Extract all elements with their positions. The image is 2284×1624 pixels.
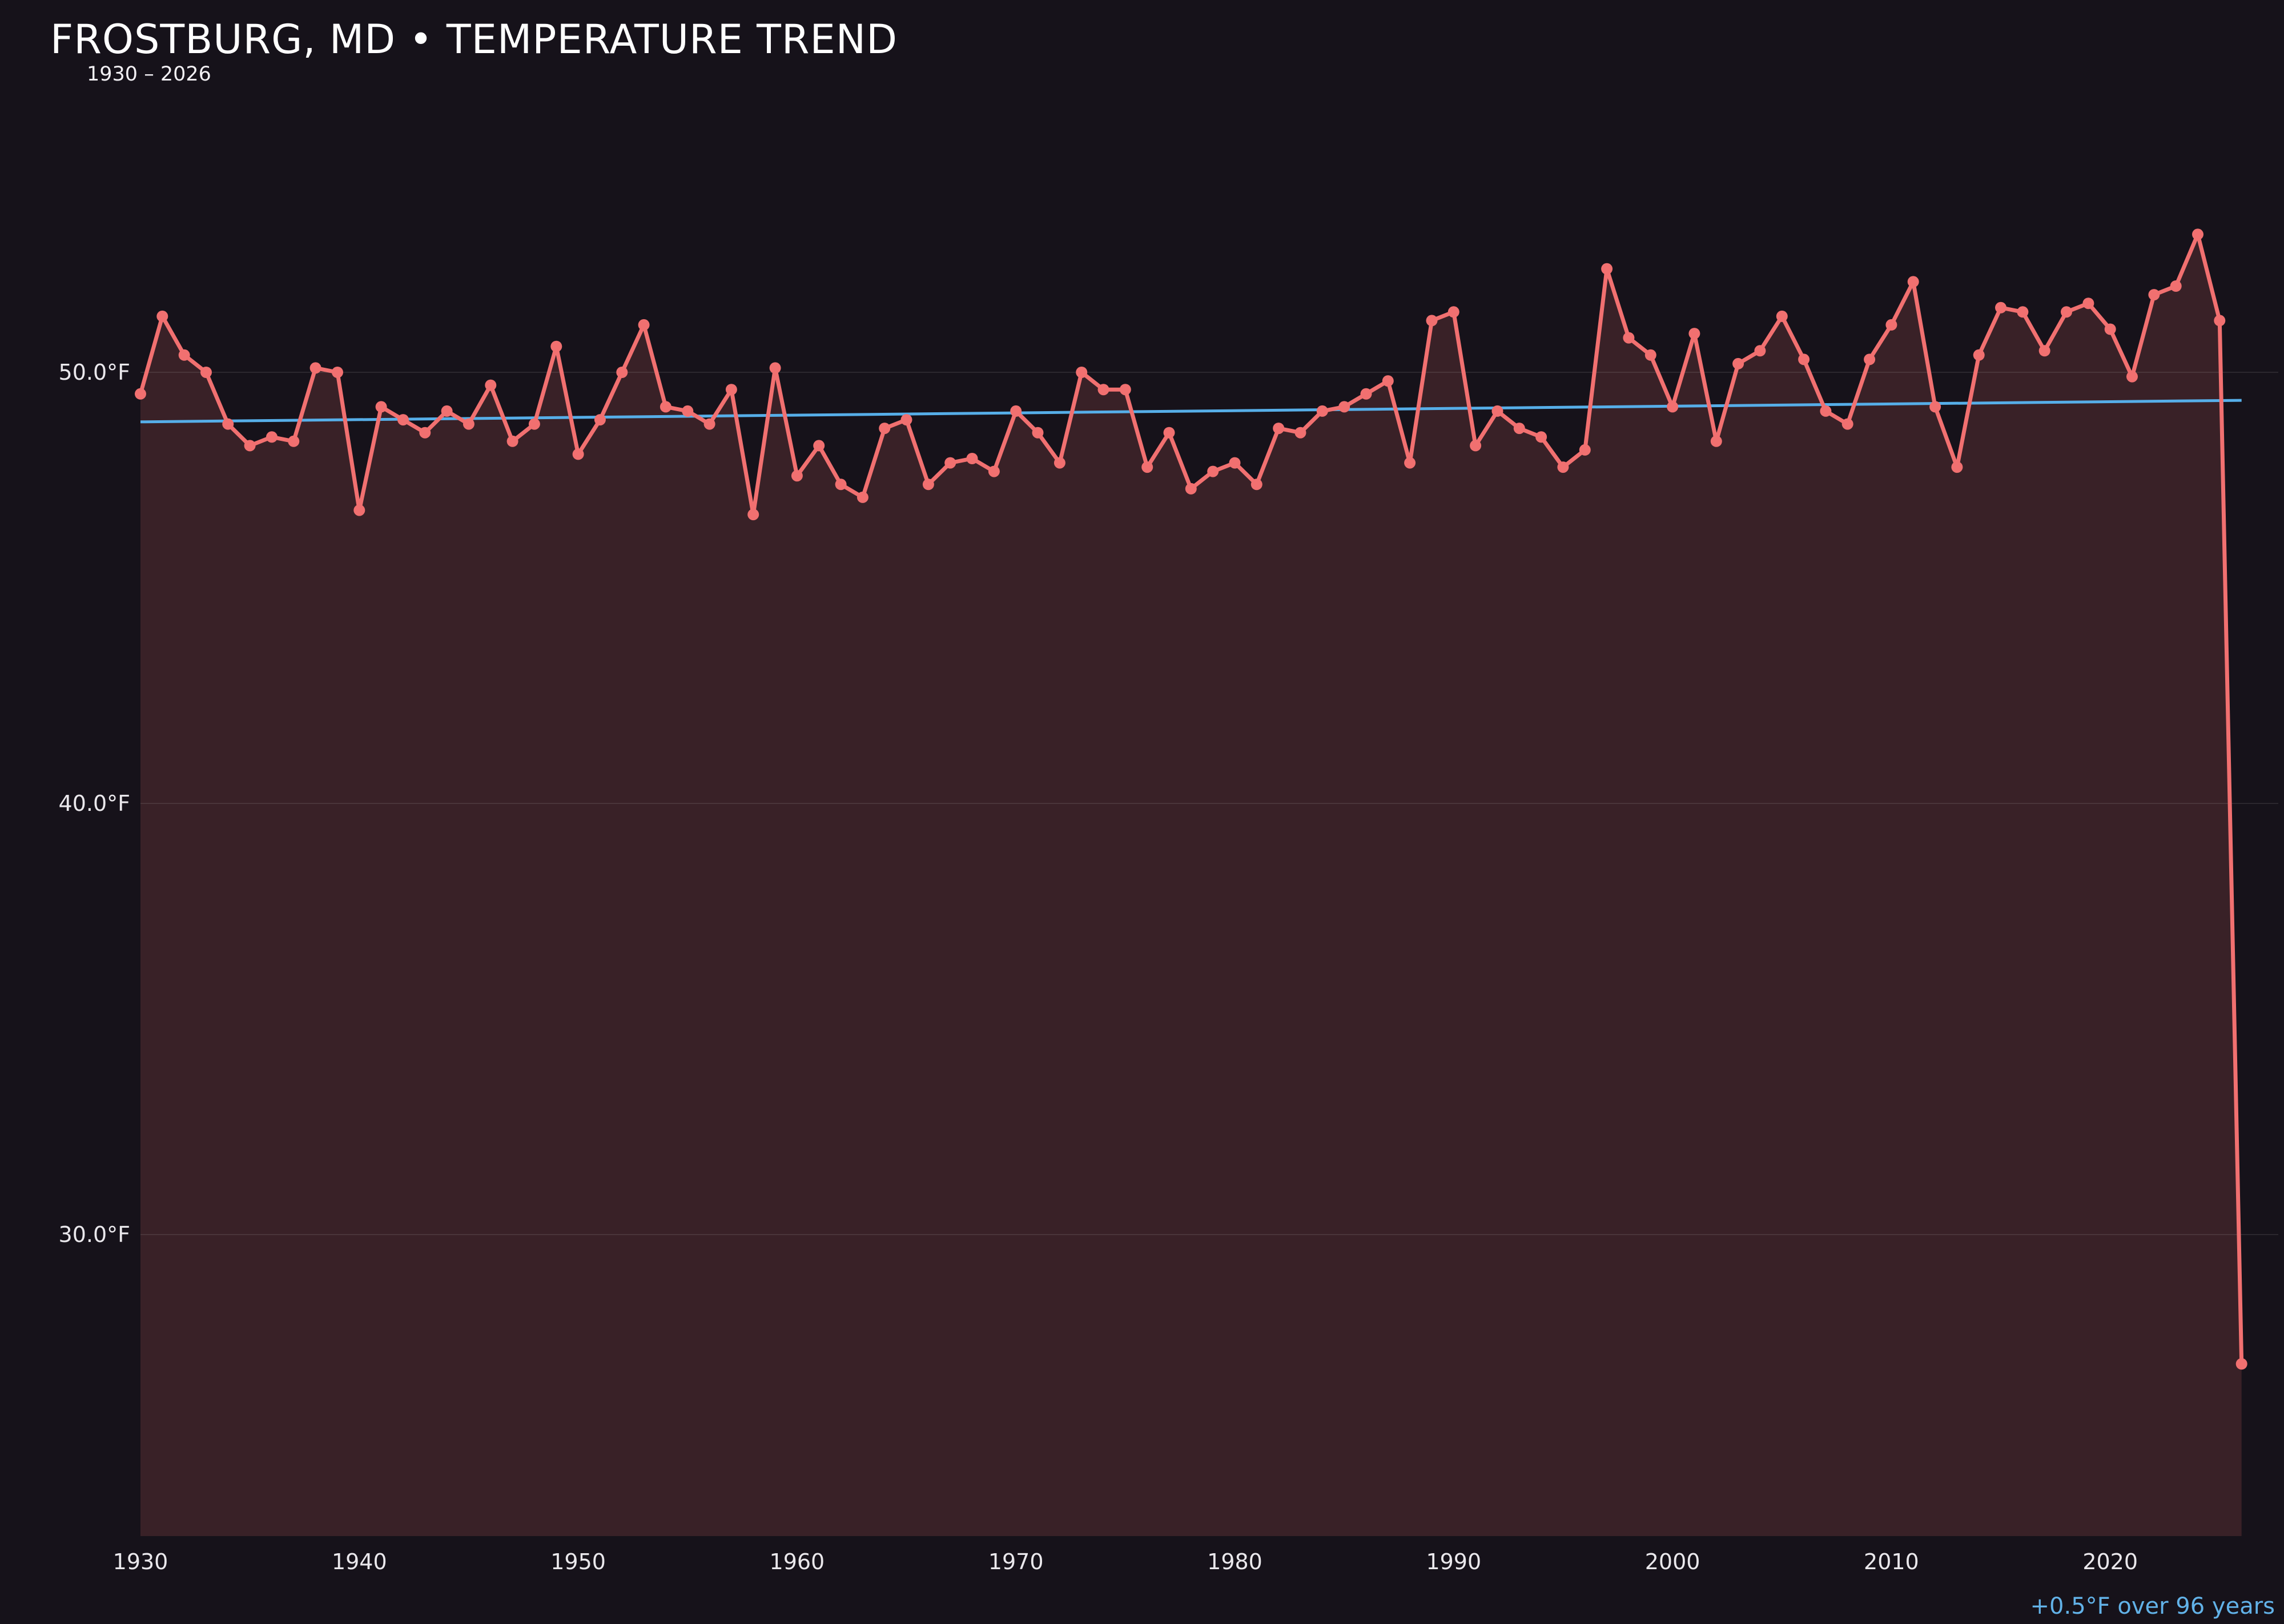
svg-text:2000: 2000 (1645, 1549, 1700, 1574)
svg-text:2010: 2010 (1864, 1549, 1919, 1574)
y-axis-tick-labels: 50.0°F 40.0°F 30.0°F (59, 360, 130, 1247)
temperature-area-fill (140, 234, 2242, 1537)
chart-title: FROSTBURG, MD • TEMPERATURE TREND (50, 16, 898, 63)
x-axis-tick-labels: 1930 1940 1950 1960 1970 1980 1990 2000 2010 2020 (113, 1549, 2138, 1574)
chart-subtitle-year-range: 1930 – 2026 (87, 63, 211, 86)
svg-text:1980: 1980 (1207, 1549, 1262, 1574)
trend-line (140, 399, 2242, 424)
svg-text:1990: 1990 (1426, 1549, 1481, 1574)
svg-text:2020: 2020 (2082, 1549, 2138, 1574)
data-points (135, 228, 2247, 1370)
svg-text:50.0°F: 50.0°F (59, 360, 130, 385)
svg-text:1950: 1950 (550, 1549, 606, 1574)
svg-text:30.0°F: 30.0°F (59, 1222, 130, 1247)
svg-text:1970: 1970 (988, 1549, 1044, 1574)
svg-text:1930: 1930 (113, 1549, 168, 1574)
svg-text:1940: 1940 (332, 1549, 387, 1574)
trend-annotation: +0.5°F over 96 years (2030, 1593, 2275, 1619)
y-gridlines (140, 372, 2278, 1235)
svg-text:40.0°F: 40.0°F (59, 791, 130, 816)
svg-text:1960: 1960 (770, 1549, 825, 1574)
